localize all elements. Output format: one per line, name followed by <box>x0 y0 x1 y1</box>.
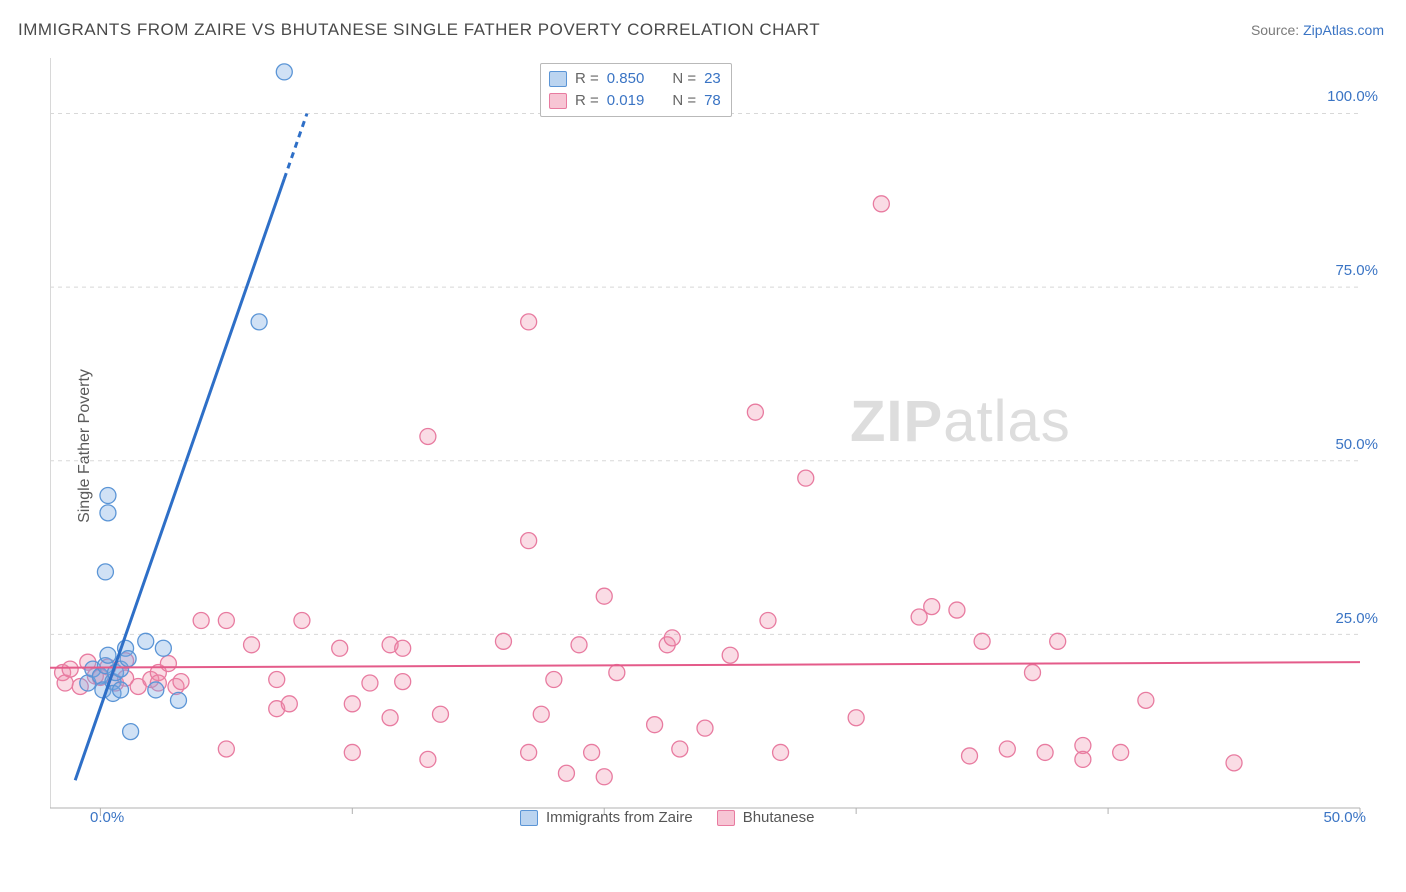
legend-n-zaire: 23 <box>704 68 721 90</box>
source-label: Source: <box>1251 22 1303 38</box>
source-link[interactable]: ZipAtlas.com <box>1303 22 1384 38</box>
legend-row-bhutanese: R = 0.019 N = 78 <box>549 90 721 112</box>
y-tick-100: 100.0% <box>1327 88 1378 105</box>
legend-r-label: R = <box>575 68 599 90</box>
legend-item-bhutanese: Bhutanese <box>717 809 815 826</box>
legend-r-label-2: R = <box>575 90 599 112</box>
legend-r-bhutanese: 0.019 <box>607 90 645 112</box>
legend-n-label: N = <box>672 68 696 90</box>
source-attribution: Source: ZipAtlas.com <box>1251 22 1384 38</box>
legend-swatch-bhutanese-2 <box>717 810 735 826</box>
chart-title: IMMIGRANTS FROM ZAIRE VS BHUTANESE SINGL… <box>18 20 820 40</box>
legend-swatch-bhutanese <box>549 93 567 109</box>
y-tick-25: 25.0% <box>1335 610 1378 627</box>
x-tick-0: 0.0% <box>90 809 124 826</box>
chart-plot-area: ZIPatlas R = 0.850 N = 23 R = 0.019 N = … <box>50 58 1386 828</box>
legend-r-zaire: 0.850 <box>607 68 645 90</box>
chart-data-layer <box>50 58 1386 828</box>
legend-label-zaire: Immigrants from Zaire <box>546 809 693 826</box>
legend-row-zaire: R = 0.850 N = 23 <box>549 68 721 90</box>
legend-n-label-2: N = <box>672 90 696 112</box>
y-tick-50: 50.0% <box>1335 436 1378 453</box>
x-tick-50: 50.0% <box>1323 809 1366 826</box>
legend-n-bhutanese: 78 <box>704 90 721 112</box>
series-legend: Immigrants from Zaire Bhutanese <box>520 809 814 826</box>
correlation-legend: R = 0.850 N = 23 R = 0.019 N = 78 <box>540 63 732 117</box>
legend-item-zaire: Immigrants from Zaire <box>520 809 693 826</box>
legend-swatch-zaire <box>549 71 567 87</box>
y-tick-75: 75.0% <box>1335 262 1378 279</box>
legend-swatch-zaire-2 <box>520 810 538 826</box>
legend-label-bhutanese: Bhutanese <box>743 809 815 826</box>
